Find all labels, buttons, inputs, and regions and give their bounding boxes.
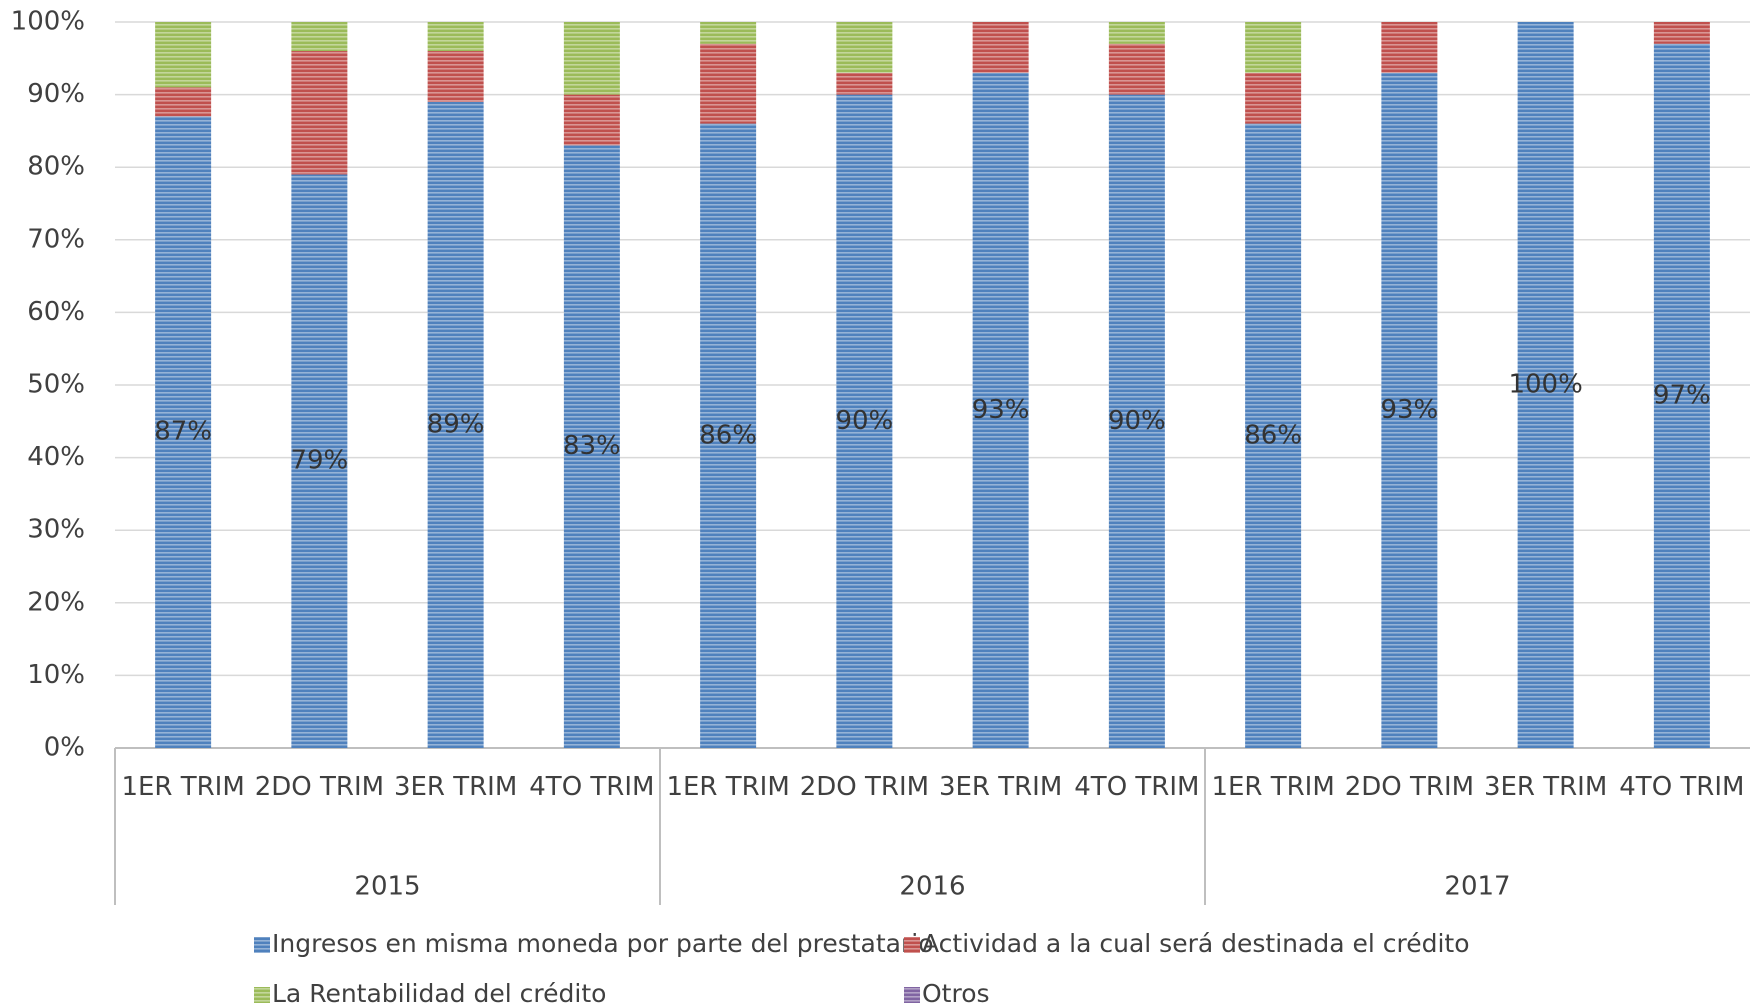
y-tick-label: 100%: [11, 7, 85, 37]
bar-segment: [1653, 22, 1710, 44]
y-tick-label: 70%: [27, 224, 85, 254]
data-label: 93%: [972, 395, 1030, 425]
data-label: 90%: [835, 406, 893, 436]
data-label: 86%: [1244, 420, 1302, 450]
x-tick-label: 2DO TRIM: [1344, 772, 1475, 802]
bar-segment: [700, 22, 757, 44]
y-tick-label: 20%: [27, 587, 85, 617]
bar-segment: [972, 22, 1029, 73]
bar-segment: [1245, 72, 1302, 124]
data-label: 86%: [699, 420, 757, 450]
bar-segment: [700, 123, 757, 748]
bar-segment: [291, 22, 348, 52]
data-label: 83%: [563, 431, 621, 461]
bar-segment: [1108, 94, 1165, 749]
data-label: 89%: [427, 409, 485, 439]
bar-segment: [1381, 22, 1438, 73]
data-label: 79%: [290, 446, 348, 476]
data-label: 93%: [1380, 395, 1438, 425]
x-tick-label: 3ER TRIM: [938, 772, 1063, 802]
group-label: 2017: [1444, 872, 1510, 902]
y-tick-label: 30%: [27, 515, 85, 545]
y-tick-label: 80%: [27, 152, 85, 182]
y-tick-label: 40%: [27, 442, 85, 472]
legend-label: Otros: [922, 979, 990, 1008]
x-tick-label: 4TO TRIM: [1619, 772, 1745, 802]
bar-segment: [836, 72, 893, 95]
group-label: 2015: [354, 872, 420, 902]
bar-segment: [972, 72, 1029, 748]
legend-label: Ingresos en misma moneda por parte del p…: [272, 929, 934, 958]
bar-segment: [563, 94, 620, 146]
legend-swatch: [904, 937, 920, 953]
bar-segment: [1245, 123, 1302, 748]
bar-segment: [700, 43, 757, 124]
bar-segment: [291, 51, 348, 175]
y-tick-label: 90%: [27, 79, 85, 109]
legend-swatch: [904, 987, 920, 1003]
bar-segment: [155, 22, 212, 88]
bar-segment: [563, 145, 620, 749]
x-tick-label: 1ER TRIM: [121, 772, 245, 802]
data-label: 90%: [1108, 406, 1166, 436]
bar-segment: [427, 51, 484, 102]
legend-swatch: [254, 987, 270, 1003]
bar-segment: [1108, 43, 1165, 95]
x-tick-label: 1ER TRIM: [666, 772, 790, 802]
y-tick-label: 10%: [27, 660, 85, 690]
x-tick-label: 3ER TRIM: [1483, 772, 1608, 802]
bar-segment: [1381, 72, 1438, 748]
bar-segment: [427, 101, 484, 749]
bar-segment: [427, 22, 484, 52]
bar-segment: [155, 87, 212, 117]
bar-segment: [155, 116, 212, 748]
legend-label: Actividad a la cual será destinada el cr…: [922, 929, 1470, 958]
data-label: 97%: [1653, 380, 1711, 410]
bar-segment: [836, 22, 893, 73]
bar-segment: [1245, 22, 1302, 73]
legend-swatch: [254, 937, 270, 953]
data-label: 87%: [154, 417, 212, 447]
x-tick-label: 2DO TRIM: [254, 772, 385, 802]
y-tick-label: 60%: [27, 297, 85, 327]
y-tick-label: 0%: [44, 733, 85, 763]
bar-segment: [1108, 22, 1165, 44]
bar-segment: [836, 94, 893, 749]
x-tick-label: 1ER TRIM: [1211, 772, 1335, 802]
y-tick-label: 50%: [27, 370, 85, 400]
x-tick-label: 4TO TRIM: [1074, 772, 1200, 802]
bar-segment: [563, 22, 620, 95]
bar-segment: [1653, 43, 1710, 748]
x-tick-label: 3ER TRIM: [393, 772, 518, 802]
bar-segment: [291, 174, 348, 748]
group-label: 2016: [899, 872, 965, 902]
bar-segment: [1517, 22, 1574, 748]
x-tick-label: 4TO TRIM: [529, 772, 655, 802]
data-label: 100%: [1508, 370, 1582, 400]
x-tick-label: 2DO TRIM: [799, 772, 930, 802]
legend-label: La Rentabilidad del crédito: [272, 979, 606, 1008]
